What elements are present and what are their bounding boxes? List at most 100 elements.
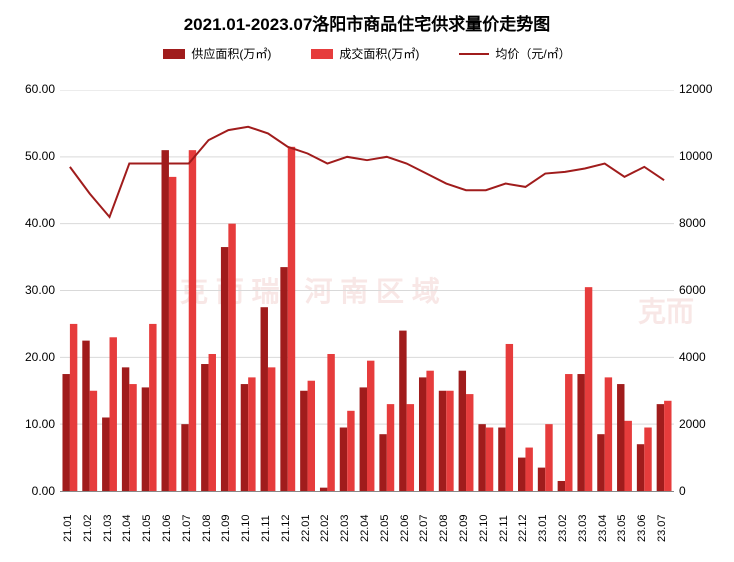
supply-bar: [142, 387, 149, 491]
x-axis-labels: 21.0121.0221.0321.0421.0521.0621.0721.08…: [60, 497, 674, 562]
x-tick-label: 23.06: [636, 514, 648, 542]
x-tick-label: 21.05: [141, 514, 153, 542]
plot-area: 克 而 瑞 · 河 南 区 域 克而: [60, 90, 674, 492]
y-left-tick-label: 50.00: [5, 149, 55, 163]
legend-supply-swatch: [163, 49, 185, 59]
y-right-tick-label: 6000: [679, 283, 729, 297]
deal-bar: [209, 354, 216, 491]
deal-bar: [169, 177, 176, 491]
x-tick-label: 22.02: [319, 514, 331, 542]
y-right-tick-label: 10000: [679, 149, 729, 163]
x-tick-label: 23.05: [616, 514, 628, 542]
supply-bar: [617, 384, 624, 491]
deal-bar: [506, 344, 513, 491]
supply-bar: [340, 428, 347, 491]
deal-bar: [149, 324, 156, 491]
y-right-tick-label: 4000: [679, 350, 729, 364]
supply-bar: [577, 374, 584, 491]
deal-bar: [644, 428, 651, 491]
x-tick-label: 22.05: [379, 514, 391, 542]
y-left-tick-label: 30.00: [5, 283, 55, 297]
x-tick-label: 21.12: [280, 514, 292, 542]
legend-price-line: [459, 53, 489, 55]
supply-bar: [657, 404, 664, 491]
legend-deal-swatch: [311, 49, 333, 59]
deal-bar: [308, 381, 315, 491]
deal-bar: [228, 224, 235, 491]
supply-bar: [300, 391, 307, 491]
supply-bar: [261, 307, 268, 491]
supply-bar: [82, 341, 89, 491]
supply-bar: [280, 267, 287, 491]
x-tick-label: 23.02: [557, 514, 569, 542]
deal-bar: [110, 337, 117, 491]
y-right-tick-label: 2000: [679, 417, 729, 431]
y-right-tick-label: 8000: [679, 216, 729, 230]
y-left-tick-label: 20.00: [5, 350, 55, 364]
x-tick-label: 22.04: [359, 514, 371, 542]
deal-bar: [664, 401, 671, 491]
deal-bar: [367, 361, 374, 491]
supply-bar: [360, 387, 367, 491]
deal-bar: [248, 377, 255, 491]
x-tick-label: 23.04: [597, 514, 609, 542]
x-tick-label: 23.03: [577, 514, 589, 542]
deal-bar: [585, 287, 592, 491]
supply-bar: [419, 377, 426, 491]
y-left-tick-label: 0.00: [5, 484, 55, 498]
deal-bar: [288, 147, 295, 491]
deal-bar: [605, 377, 612, 491]
supply-bar: [538, 468, 545, 491]
supply-bar: [122, 367, 129, 491]
y-left-tick-label: 10.00: [5, 417, 55, 431]
supply-bar: [241, 384, 248, 491]
supply-bar: [459, 371, 466, 491]
supply-bar: [478, 424, 485, 491]
supply-bar: [558, 481, 565, 491]
y-right-tick-label: 0: [679, 484, 729, 498]
x-tick-label: 22.09: [458, 514, 470, 542]
x-tick-label: 21.09: [220, 514, 232, 542]
supply-bar: [399, 331, 406, 491]
x-tick-label: 22.12: [517, 514, 529, 542]
supply-bar: [162, 150, 169, 491]
deal-bar: [525, 448, 532, 491]
legend-price: 均价（元/㎡）: [459, 45, 570, 62]
deal-bar: [486, 428, 493, 491]
deal-bar: [70, 324, 77, 491]
y-right-tick-label: 12000: [679, 82, 729, 96]
x-tick-label: 22.07: [418, 514, 430, 542]
x-tick-label: 21.04: [121, 514, 133, 542]
supply-bar: [439, 391, 446, 491]
legend-deal: 成交面积(万㎡): [311, 45, 419, 62]
deal-bar: [347, 411, 354, 491]
x-tick-label: 21.01: [62, 514, 74, 542]
supply-bar: [597, 434, 604, 491]
price-line: [70, 127, 664, 217]
x-tick-label: 23.07: [656, 514, 668, 542]
deal-bar: [129, 384, 136, 491]
deal-bar: [387, 404, 394, 491]
supply-bar: [498, 428, 505, 491]
x-tick-label: 22.01: [300, 514, 312, 542]
deal-bar: [407, 404, 414, 491]
deal-bar: [466, 394, 473, 491]
legend-supply: 供应面积(万㎡): [163, 45, 271, 62]
deal-bar: [268, 367, 275, 491]
y-left-tick-label: 40.00: [5, 216, 55, 230]
supply-bar: [201, 364, 208, 491]
x-tick-label: 22.06: [399, 514, 411, 542]
x-tick-label: 22.08: [438, 514, 450, 542]
x-tick-label: 23.01: [537, 514, 549, 542]
x-tick-label: 21.08: [201, 514, 213, 542]
deal-bar: [189, 150, 196, 491]
deal-bar: [90, 391, 97, 491]
x-tick-label: 22.10: [478, 514, 490, 542]
x-tick-label: 21.03: [102, 514, 114, 542]
supply-bar: [379, 434, 386, 491]
x-tick-label: 21.10: [240, 514, 252, 542]
x-tick-label: 22.03: [339, 514, 351, 542]
x-tick-label: 21.11: [260, 515, 272, 542]
legend-supply-label: 供应面积(万㎡): [191, 45, 271, 62]
x-tick-label: 22.11: [498, 515, 510, 542]
